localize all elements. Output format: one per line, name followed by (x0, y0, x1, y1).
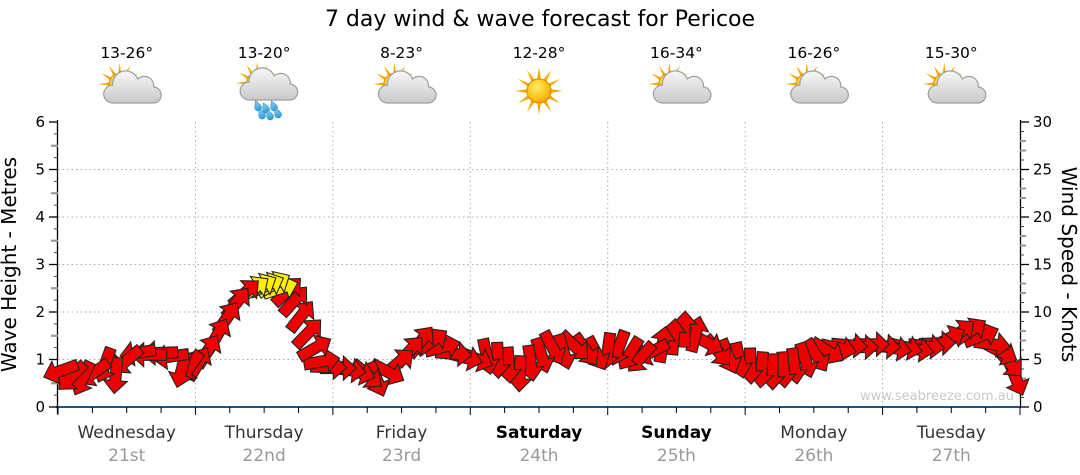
watermark: www.seabreeze.com.au (860, 389, 1014, 404)
day-name-label: Saturday (496, 423, 583, 443)
day-name-label: Wednesday (77, 423, 175, 443)
temp-range-label: 13-20° (238, 44, 291, 62)
cloud-icon (239, 67, 299, 101)
day-date-label: 24th (519, 446, 558, 466)
axes: 0 1 2 3 4 5 6 0 5 10 15 20 25 30 Wave Height - Metres W… (0, 113, 1080, 416)
page-title: 7 day wind & wave forecast for Pericoe (324, 7, 756, 32)
temp-range-label: 16-34° (650, 44, 703, 62)
day-name-label: Tuesday (916, 423, 986, 443)
left-tick-label: 0 (35, 398, 45, 416)
day-name-label: Thursday (224, 423, 304, 443)
temp-range-label: 16-26° (787, 44, 840, 62)
cloud-icon (927, 70, 987, 104)
wind-arrow (43, 358, 81, 385)
temp-range-label: 8-23° (380, 44, 423, 62)
left-tick-label: 1 (35, 351, 45, 369)
gridlines (58, 122, 1020, 407)
weather-icon-partly-cloudy (785, 62, 849, 106)
right-tick-label: 5 (1033, 351, 1043, 369)
left-tick-label: 2 (35, 303, 45, 321)
right-tick-label: 0 (1033, 398, 1043, 416)
cloud-icon (790, 70, 849, 104)
weather-icon-partly-cloudy (923, 62, 987, 106)
left-tick-label: 4 (35, 208, 45, 226)
day-date-label: 26th (794, 446, 833, 466)
right-tick-label: 20 (1033, 208, 1052, 226)
day-date-label: 21st (108, 446, 145, 466)
day-date-label: 23rd (382, 446, 421, 466)
weather-icon-partly-cloudy (98, 62, 162, 106)
left-tick-label: 6 (35, 113, 45, 131)
day-date-label: 22nd (243, 446, 286, 466)
weather-icon-partly-cloudy (648, 62, 712, 106)
weather-icon-sunny (514, 66, 564, 116)
wind-arrows (43, 270, 1030, 397)
raindrops-icon (254, 100, 282, 121)
temp-range-label: 13-26° (100, 44, 153, 62)
weather-icon-partly-cloudy (373, 62, 437, 106)
day-footers: Wednesday 21st Thursday 22nd Friday 23rd Satur… (77, 423, 985, 466)
right-tick-label: 15 (1033, 256, 1052, 274)
temp-range-label: 12-28° (513, 44, 566, 62)
cloud-icon (377, 70, 437, 104)
cloud-icon (652, 70, 712, 104)
day-name-label: Sunday (641, 423, 712, 443)
left-tick-label: 5 (35, 161, 45, 179)
wind-arrow (295, 334, 332, 363)
weather-icon-showers (235, 61, 299, 121)
day-date-label: 27th (932, 446, 971, 466)
right-tick-label: 25 (1033, 161, 1052, 179)
cloud-icon (103, 70, 162, 104)
day-headers: 13-26° 13-20° 8-23° 12-28° 16-34° 16-26° 15-30… (98, 44, 987, 121)
left-tick-label: 3 (35, 256, 45, 274)
right-tick-label: 30 (1033, 113, 1052, 131)
day-date-label: 25th (657, 446, 696, 466)
day-name-label: Friday (376, 423, 428, 443)
temp-range-label: 15-30° (925, 44, 978, 62)
right-axis-title: Wind Speed - Knots (1057, 167, 1080, 363)
left-axis-title: Wave Height - Metres (0, 157, 21, 372)
day-name-label: Monday (780, 423, 847, 443)
sun-icon (514, 66, 564, 116)
right-tick-label: 10 (1033, 303, 1052, 321)
